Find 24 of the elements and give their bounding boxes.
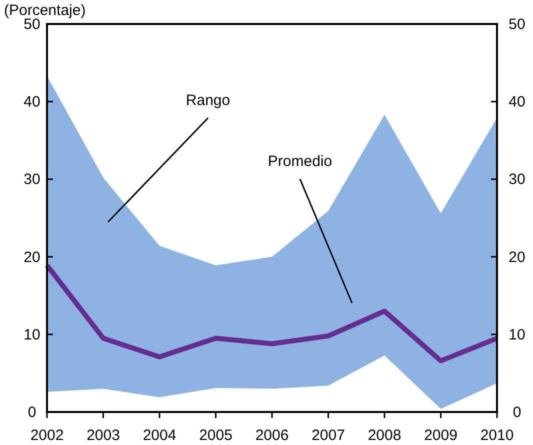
annotation: Rango xyxy=(186,92,230,109)
y2-tick-label: 30 xyxy=(508,171,526,188)
y-tick-label: 50 xyxy=(24,16,40,33)
y-tick-label: 0 xyxy=(28,404,36,421)
y-tick-label: 20 xyxy=(24,248,40,266)
x-tick-label: 2010 xyxy=(480,427,514,444)
x-tick-label: 2009 xyxy=(424,427,458,444)
x-tick-label: 2008 xyxy=(368,427,402,444)
x-tick-label: 2007 xyxy=(312,427,345,444)
x-tick-label: 2005 xyxy=(199,427,232,444)
y-tick-label: 10 xyxy=(24,326,40,344)
annotation: Promedio xyxy=(268,153,332,170)
x-tick-label: 2006 xyxy=(255,427,289,444)
y2-tick-label: 10 xyxy=(508,326,526,344)
y2-tick-label: 40 xyxy=(508,94,526,111)
y-tick-label: 30 xyxy=(24,171,40,188)
y-tick-label: 40 xyxy=(24,94,40,111)
x-tick-label: 2004 xyxy=(142,427,176,444)
x-tick-label: 2003 xyxy=(86,427,120,444)
x-tick-label: 2002 xyxy=(30,427,64,444)
y2-tick-label: 0 xyxy=(512,404,522,421)
y2-tick-label: 20 xyxy=(508,248,526,266)
y2-tick-label: 50 xyxy=(508,16,526,33)
chart-title: (Porcentaje) xyxy=(4,2,86,19)
